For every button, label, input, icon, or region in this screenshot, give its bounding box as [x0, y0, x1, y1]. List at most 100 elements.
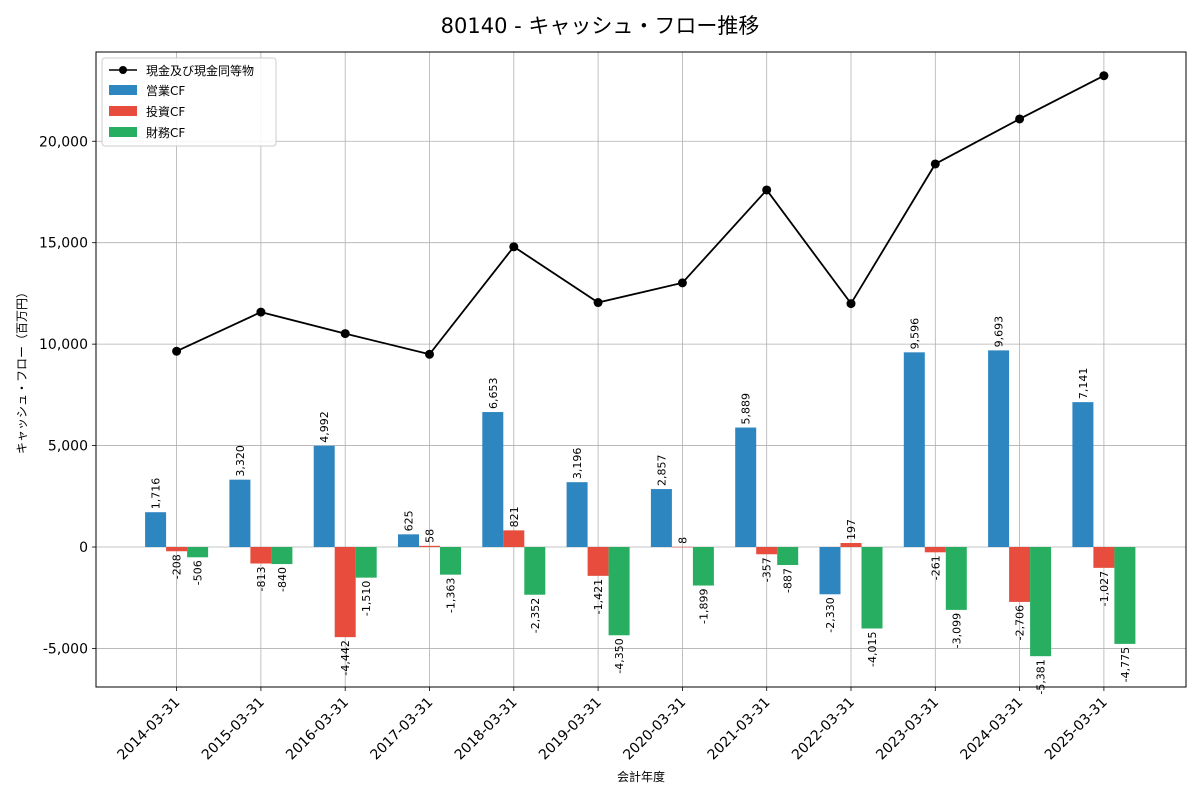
y-tick-label: 0 [79, 540, 88, 556]
grid-layer [96, 52, 1186, 687]
bar [671, 546, 693, 548]
cash-point [425, 349, 434, 359]
bar [419, 545, 440, 548]
bar [1093, 547, 1115, 568]
cash-point [172, 346, 182, 356]
legend-swatch-operating [109, 85, 137, 95]
bar-value-label: -840 [276, 567, 289, 592]
bar [503, 530, 525, 548]
x-axis-label: 会計年度 [617, 769, 665, 784]
y-tick-label: 20,000 [39, 134, 88, 150]
bar [587, 547, 609, 576]
cash-point [340, 329, 350, 339]
bar [524, 547, 546, 595]
bar [1030, 547, 1052, 657]
bar-value-label: -2,706 [1014, 605, 1027, 640]
bar [650, 489, 672, 548]
bar [1009, 547, 1031, 602]
bar [819, 547, 841, 595]
bar-value-label: 625 [403, 510, 416, 531]
cash-point [930, 159, 940, 169]
bar [924, 547, 946, 553]
legend: 現金及び現金同等物 営業CF 投資CF 財務CF [101, 57, 277, 147]
bar-value-label: 3,196 [571, 448, 584, 480]
bar-value-label: -4,442 [339, 640, 352, 675]
chart-title: 80140 - キャッシュ・フロー推移 [441, 14, 760, 38]
y-tick-label: -5,000 [43, 641, 88, 657]
bar-value-label: 4,992 [318, 411, 331, 443]
bar-value-label: -357 [761, 557, 774, 582]
bar [756, 547, 778, 555]
legend-label-cash: 現金及び現金同等物 [146, 63, 254, 78]
bar [187, 547, 209, 558]
bar-value-label: -887 [782, 568, 795, 593]
bar-value-label: -813 [255, 567, 268, 592]
bar [692, 547, 714, 586]
bar [271, 547, 293, 565]
legend-swatch-investing [109, 106, 137, 116]
bar-layer [145, 350, 1136, 657]
bar-value-label: -2,352 [529, 598, 542, 633]
bar-value-label: 58 [424, 529, 437, 543]
bar [166, 547, 188, 552]
cash-point [256, 307, 266, 317]
cash-point [593, 298, 603, 308]
legend-line-dot [119, 66, 127, 74]
bar-value-label: 2,857 [655, 455, 668, 487]
bar [608, 547, 630, 636]
bar-value-label: 9,693 [993, 316, 1006, 348]
bar-value-label: 3,320 [234, 445, 247, 477]
bar-value-label: -1,510 [360, 581, 373, 616]
bar [355, 547, 377, 578]
bar-value-label: -4,775 [1119, 647, 1132, 682]
bar-value-label: 6,653 [487, 378, 500, 410]
cash-point [677, 278, 687, 288]
cash-line [176, 74, 1105, 356]
y-tick-label: 15,000 [39, 236, 88, 252]
bar-value-label: -506 [192, 560, 205, 585]
cash-point [762, 185, 772, 195]
legend-swatch-financing [109, 127, 137, 137]
label-layer: 1,716 3,320 4,992 625 6,653 3,196 2,857 5,889 -2… [150, 316, 1132, 695]
cash-point [846, 299, 856, 309]
cash-point [1015, 114, 1025, 124]
cash-point [509, 242, 519, 252]
y-tick-label: 5,000 [48, 439, 88, 455]
bar [334, 547, 356, 638]
bar-value-label: 197 [845, 519, 858, 540]
bar-value-label: 9,596 [908, 318, 921, 350]
legend-label-financing: 財務CF [146, 125, 185, 140]
bar [777, 547, 799, 566]
y-axis-label: キャッシュ・フロー（百万円） [15, 286, 29, 454]
legend-box [101, 57, 277, 147]
legend-label-investing: 投資CF [146, 104, 185, 119]
bar [482, 412, 504, 548]
bar-value-label: 7,141 [1077, 368, 1090, 400]
plot-frame [95, 51, 1187, 688]
line-layer [172, 71, 1109, 359]
bar [145, 512, 167, 548]
bar-value-label: -3,099 [950, 613, 963, 648]
bar-value-label: 821 [508, 506, 521, 527]
bar [988, 350, 1010, 548]
bar-value-label: -208 [171, 554, 184, 579]
bar-value-label: -1,899 [697, 589, 710, 624]
cash-point [1099, 71, 1109, 81]
bar [313, 445, 335, 548]
bar-value-label: -2,330 [824, 597, 837, 632]
bar-value-label: -4,350 [613, 638, 626, 673]
bar [903, 352, 925, 548]
bar [398, 534, 419, 548]
bar-value-label: 8 [676, 537, 689, 544]
bar-value-label: -1,363 [445, 578, 458, 613]
bar-value-label: 5,889 [740, 393, 753, 425]
bar-value-label: -1,027 [1098, 571, 1111, 606]
bar-value-label: -4,015 [866, 631, 879, 666]
bar [229, 479, 251, 548]
bar [735, 427, 757, 548]
bar [945, 547, 967, 610]
bar [861, 547, 883, 629]
bar-value-label: -5,381 [1035, 659, 1048, 694]
bar-value-label: -1,421 [592, 579, 605, 614]
bar [250, 547, 272, 564]
